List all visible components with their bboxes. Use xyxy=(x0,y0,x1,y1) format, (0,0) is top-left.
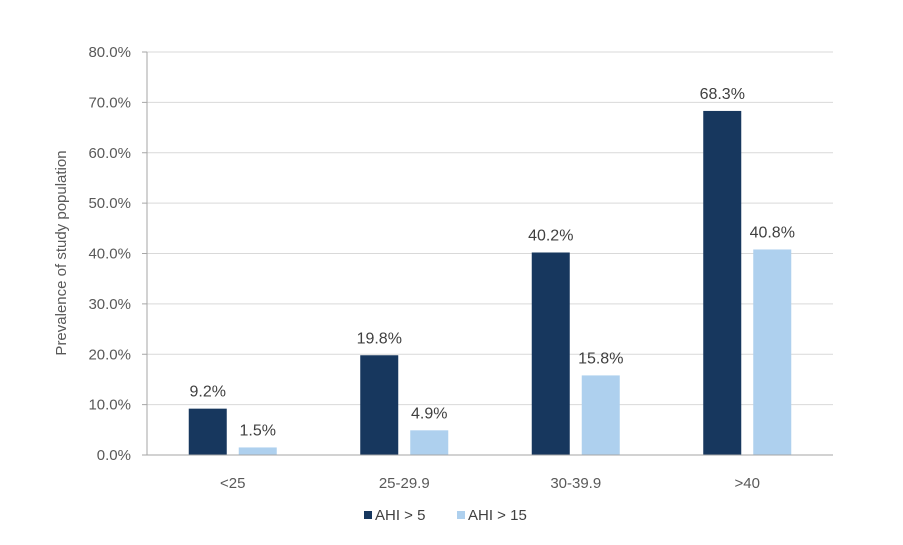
y-tick-label: 50.0% xyxy=(88,195,131,212)
data-label: 40.2% xyxy=(528,227,573,244)
bar-ahi-15 xyxy=(581,375,620,455)
data-labels: 9.2% 1.5% 19.8% 4.9% 40.2% 15.8% 68.3% 40.8% xyxy=(190,86,795,440)
bar-ahi-15 xyxy=(238,447,277,455)
legend-swatch xyxy=(364,511,372,519)
data-label: 40.8% xyxy=(750,224,795,241)
legend: AHI > 5 AHI > 15 xyxy=(364,507,527,524)
y-tick-label: 70.0% xyxy=(88,94,131,111)
bar-ahi-15 xyxy=(410,430,449,455)
data-label: 9.2% xyxy=(190,384,226,401)
x-tick-label: 25-29.9 xyxy=(379,475,430,492)
y-tick-label: 80.0% xyxy=(88,44,131,61)
bar-ahi-5 xyxy=(188,408,227,455)
bar-ahi-5 xyxy=(360,355,399,455)
y-tick-label: 10.0% xyxy=(88,397,131,414)
y-tick-label: 60.0% xyxy=(88,145,131,162)
legend-label: AHI > 15 xyxy=(468,507,527,524)
y-tick-label: 0.0% xyxy=(97,447,131,464)
bar-ahi-5 xyxy=(531,252,570,455)
y-axis-label: Prevalence of study population xyxy=(53,150,70,355)
y-tick-label: 20.0% xyxy=(88,346,131,363)
y-tick-label: 30.0% xyxy=(88,296,131,313)
gridlines xyxy=(147,51,833,406)
x-tick-label: >40 xyxy=(735,475,760,492)
x-axis-ticks: <25 25-29.9 30-39.9 >40 xyxy=(220,475,760,492)
x-tick-label: 30-39.9 xyxy=(550,475,601,492)
data-label: 1.5% xyxy=(240,422,276,439)
legend-label: AHI > 5 xyxy=(375,507,425,524)
y-axis-ticks: 0.0% 10.0% 20.0% 30.0% 40.0% 50.0% 60.0% 70.0% 8… xyxy=(88,44,131,464)
data-label: 19.8% xyxy=(357,330,402,347)
data-label: 4.9% xyxy=(411,405,447,422)
bars xyxy=(188,110,792,455)
y-tick-label: 40.0% xyxy=(88,246,131,263)
axes xyxy=(142,51,833,456)
data-label: 15.8% xyxy=(578,350,623,367)
x-tick-label: <25 xyxy=(220,475,245,492)
bar-ahi-5 xyxy=(703,110,742,455)
legend-swatch xyxy=(457,511,465,519)
bar-ahi-15 xyxy=(753,249,792,455)
data-label: 68.3% xyxy=(700,86,745,103)
